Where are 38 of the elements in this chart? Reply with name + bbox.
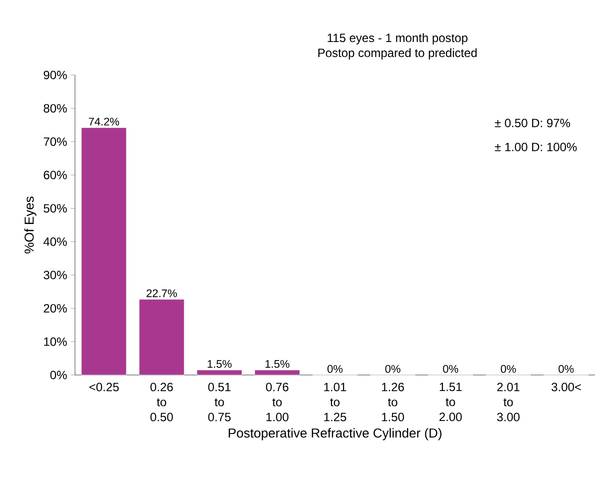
data-label: 1.5% bbox=[266, 360, 290, 368]
y-tick-label: 0% bbox=[50, 370, 67, 380]
x-tick-label: 3.00< bbox=[552, 382, 581, 392]
x-tick-label: 1.01 to 1.25 bbox=[324, 382, 346, 422]
bar bbox=[81, 127, 127, 376]
data-label: 0% bbox=[385, 365, 400, 373]
y-tick-label: 60% bbox=[44, 170, 67, 180]
data-label: 1.5% bbox=[208, 360, 232, 368]
y-tick-label: 20% bbox=[44, 304, 67, 313]
data-label: 22.7% bbox=[146, 289, 177, 298]
y-tick-label: 90% bbox=[44, 70, 67, 80]
x-tick-label: <0.25 bbox=[89, 382, 119, 392]
data-label: 0% bbox=[500, 365, 516, 373]
x-tick-label: 1.26 to 1.50 bbox=[382, 382, 404, 422]
data-label: 0% bbox=[558, 365, 574, 373]
chart-subtitle: Postop compared to predicted bbox=[318, 48, 477, 60]
bar bbox=[138, 299, 184, 376]
y-tick-label: 10% bbox=[44, 337, 67, 346]
data-label: 74.2% bbox=[88, 118, 120, 126]
x-tick-label: 1.51 to 2.00 bbox=[439, 382, 462, 422]
x-tick-label: 0.51 to 0.75 bbox=[208, 382, 231, 422]
x-tick-label: 2.01 to 3.00 bbox=[497, 382, 520, 422]
annotation: ± 1.00 D: 100% bbox=[494, 142, 577, 152]
y-axis-title: %Of Eyes bbox=[24, 196, 36, 254]
bar bbox=[196, 370, 242, 376]
annotation: ± 0.50 D: 97% bbox=[494, 118, 570, 128]
data-label: 0% bbox=[443, 365, 458, 373]
y-tick-label: 50% bbox=[44, 204, 67, 213]
x-tick-label: 0.26 to 0.50 bbox=[150, 382, 173, 422]
chart-title: 115 eyes - 1 month postop bbox=[328, 33, 468, 44]
y-tick-label: 30% bbox=[44, 270, 67, 280]
bar bbox=[254, 370, 300, 376]
y-tick-label: 40% bbox=[43, 237, 67, 246]
y-tick-label: 70% bbox=[44, 137, 67, 146]
x-axis-title: Postoperative Refractive Cylinder (D) bbox=[228, 428, 442, 440]
data-label: 0% bbox=[327, 365, 343, 373]
x-tick-label: 0.76 to 1.00 bbox=[266, 382, 288, 422]
y-tick-label: 80% bbox=[44, 104, 67, 113]
